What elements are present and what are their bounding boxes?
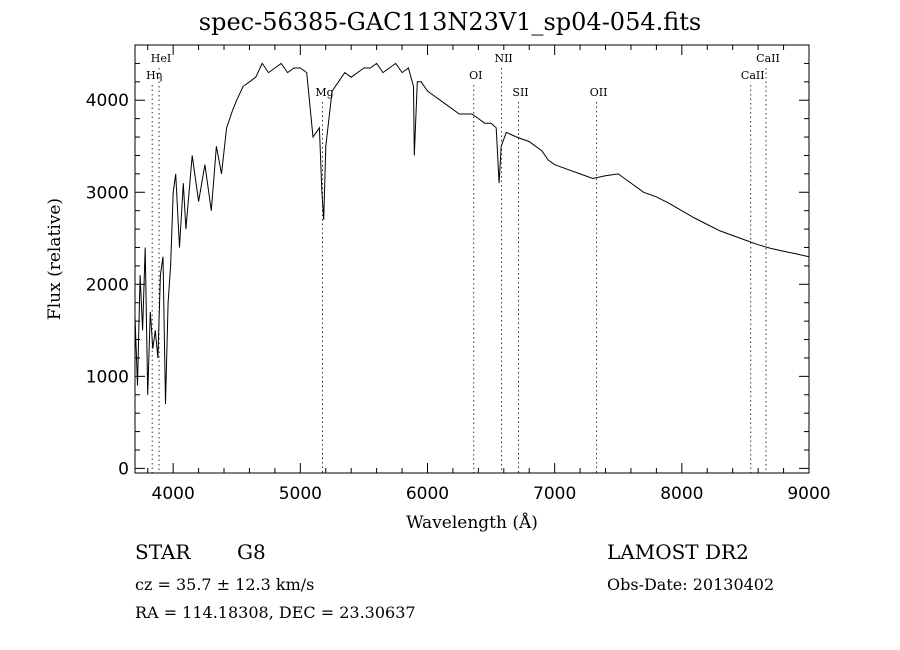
line-marker-label: OI — [469, 69, 482, 82]
axis-ticks — [135, 44, 810, 473]
x-tick-label: 9000 — [787, 484, 830, 504]
obs-date: Obs-Date: 20130402 — [607, 575, 775, 594]
y-tick-label: 1000 — [86, 367, 129, 387]
line-marker-label: CaII — [741, 69, 765, 82]
chart-title: spec-56385-GAC113N23V1_sp04-054.fits — [198, 8, 702, 36]
spectrum-series-line — [134, 62, 810, 405]
line-marker-label: HeI — [151, 52, 171, 65]
tick-labels: 4000 5000 6000 7000 8000 9000 0 1000 2000 3000 400… — [86, 91, 831, 504]
redshift-readout: cz = 35.7 ± 12.3 km/s — [135, 575, 315, 594]
x-tick-label: 5000 — [279, 484, 322, 504]
x-tick-label: 8000 — [660, 484, 703, 504]
line-marker-label: NII — [494, 52, 512, 65]
line-marker-label: Hη — [146, 69, 162, 82]
y-tick-label: 3000 — [86, 183, 129, 203]
line-marker-label: Mg — [315, 86, 333, 99]
x-tick-label: 4000 — [152, 484, 195, 504]
line-markers: HeI Hη Mg OI NII SII OII CaII CaII — [146, 52, 780, 473]
x-tick-label: 6000 — [406, 484, 449, 504]
y-axis-label: Flux (relative) — [45, 198, 65, 320]
line-marker-label: CaII — [756, 52, 780, 65]
y-tick-label: 0 — [118, 459, 129, 479]
line-marker-label: SII — [512, 86, 528, 99]
x-axis-label: Wavelength (Å) — [406, 512, 538, 533]
line-marker-label: OII — [590, 86, 608, 99]
object-subclass: G8 — [237, 540, 266, 564]
x-tick-label: 7000 — [533, 484, 576, 504]
object-class: STAR — [135, 540, 191, 564]
plot-frame — [134, 44, 810, 474]
coordinates: RA = 114.18308, DEC = 23.30637 — [135, 603, 416, 622]
survey-name: LAMOST DR2 — [607, 540, 749, 564]
y-tick-label: 4000 — [86, 91, 129, 111]
y-tick-label: 2000 — [86, 275, 129, 295]
